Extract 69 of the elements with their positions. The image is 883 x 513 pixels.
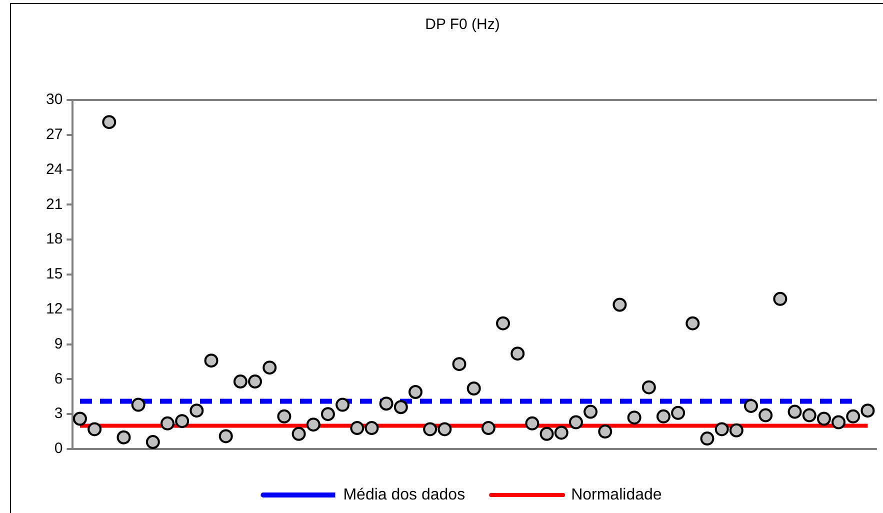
point [292, 426, 306, 441]
point [116, 430, 131, 444]
point [160, 416, 175, 430]
point [262, 360, 277, 375]
y-tick-label: 30 [46, 91, 63, 108]
point [554, 426, 568, 440]
legend-label: Média dos dados [343, 486, 466, 504]
point [846, 409, 860, 424]
point [408, 384, 422, 399]
point [642, 380, 656, 394]
point [860, 404, 875, 418]
point [612, 298, 627, 312]
point [671, 406, 686, 420]
y-tick-label: 3 [54, 405, 63, 422]
point [175, 414, 190, 428]
chart-title: DP F0 (Hz) [425, 16, 500, 34]
point [364, 421, 379, 436]
point [540, 426, 554, 441]
point [627, 410, 642, 425]
point [729, 423, 744, 438]
point [277, 409, 292, 424]
point [131, 398, 146, 412]
point [773, 292, 788, 306]
point [744, 398, 758, 413]
point [72, 412, 87, 426]
point [88, 422, 102, 436]
y-tick-label: 24 [46, 160, 63, 178]
y-tick-label: 15 [46, 266, 63, 283]
y-tick-label: 0 [54, 440, 63, 458]
point [306, 418, 320, 432]
point [584, 404, 598, 419]
point [686, 316, 700, 330]
point [218, 429, 233, 444]
point [758, 408, 773, 422]
point [496, 316, 510, 330]
point [700, 432, 714, 446]
point [204, 354, 218, 368]
point [802, 408, 816, 422]
point [233, 374, 248, 389]
y-tick-label: 27 [46, 126, 63, 144]
point [656, 409, 670, 424]
point [568, 415, 583, 430]
point [248, 374, 262, 389]
point [832, 415, 846, 430]
point [350, 421, 364, 436]
point [466, 382, 481, 396]
point [336, 398, 350, 412]
y-tick-label: 9 [54, 335, 63, 352]
point [379, 396, 394, 411]
point [816, 412, 831, 426]
point [423, 422, 438, 436]
point [788, 404, 802, 419]
point [438, 422, 452, 436]
y-tick-label: 18 [46, 230, 63, 248]
point [598, 424, 612, 439]
point [525, 416, 540, 430]
point [146, 435, 160, 449]
point [320, 407, 335, 422]
point [102, 115, 116, 130]
point [452, 357, 466, 372]
point [510, 346, 525, 361]
point [481, 421, 496, 436]
legend-label: Normalidade [571, 486, 662, 504]
y-tick-label: 6 [54, 370, 63, 388]
point [714, 422, 729, 436]
y-tick-label: 12 [46, 300, 63, 318]
y-tick-label: 21 [46, 196, 63, 213]
point [394, 400, 408, 414]
point [190, 404, 204, 418]
